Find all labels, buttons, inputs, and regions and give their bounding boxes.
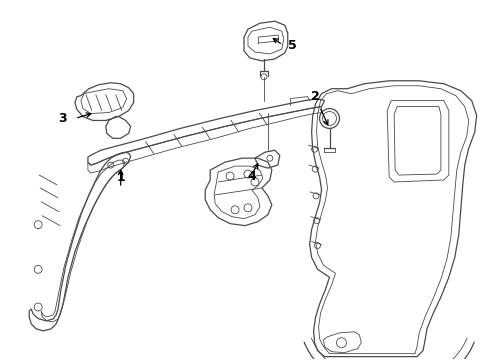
Text: 3: 3 (58, 112, 67, 125)
Text: 5: 5 (288, 39, 296, 51)
Text: 2: 2 (311, 90, 320, 103)
Text: 1: 1 (116, 171, 125, 184)
Text: 4: 4 (247, 170, 256, 183)
